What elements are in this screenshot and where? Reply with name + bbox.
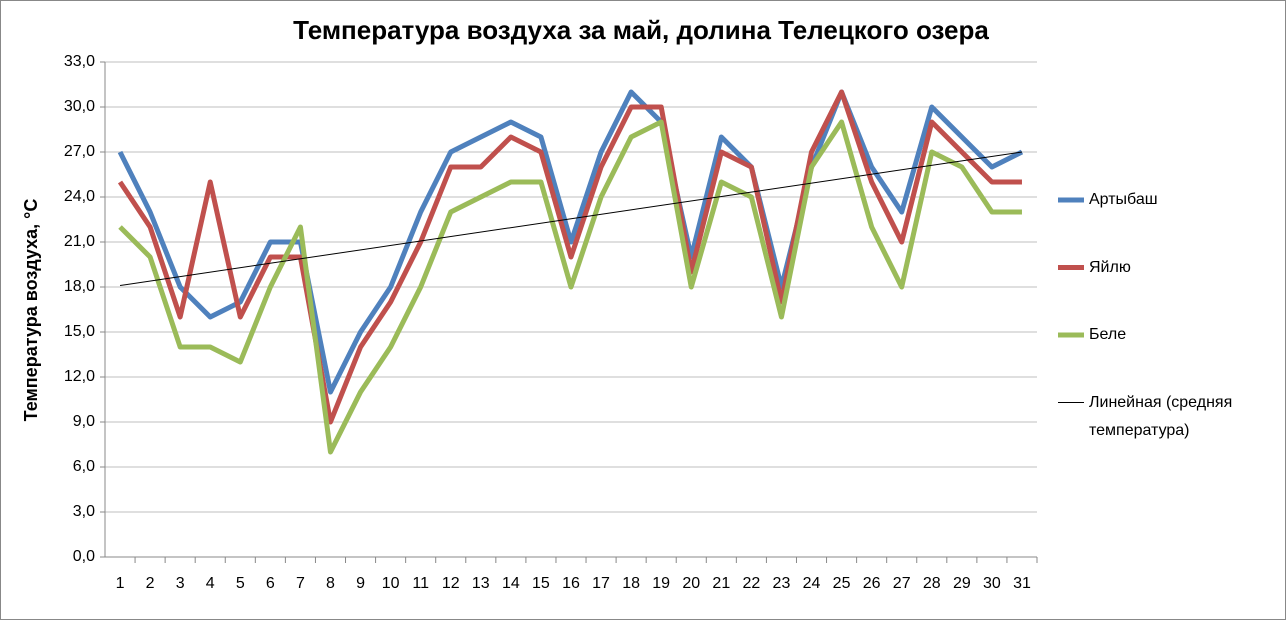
x-tick-label: 3 [176, 575, 185, 592]
x-tick-label: 25 [833, 575, 851, 592]
y-tick-label: 18,0 [64, 278, 95, 295]
x-tick-label: 9 [356, 575, 365, 592]
x-tick-label: 31 [1013, 575, 1031, 592]
y-axis-label: Температура воздуха, °С [21, 199, 41, 422]
y-tick-label: 30,0 [64, 98, 95, 115]
x-tick-label: 13 [472, 575, 490, 592]
x-tick-label: 27 [893, 575, 911, 592]
y-tick-label: 15,0 [64, 323, 95, 340]
y-tick-label: 6,0 [73, 458, 95, 475]
x-tick-label: 21 [712, 575, 730, 592]
x-tick-label: 12 [442, 575, 460, 592]
x-tick-label: 6 [266, 575, 275, 592]
x-tick-label: 22 [742, 575, 760, 592]
x-tick-label: 10 [382, 575, 400, 592]
trendline [119, 151, 1023, 286]
legend-label: Линейная (средняя температура) [1089, 393, 1233, 439]
x-tick-label: 17 [592, 575, 610, 592]
y-tick-label: 27,0 [64, 143, 95, 160]
x-tick-label: 14 [502, 575, 520, 592]
series-line [118, 119, 1022, 455]
x-tick-label: 4 [206, 575, 215, 592]
y-tick-label: 9,0 [73, 413, 95, 430]
x-tick-label: 1 [116, 575, 125, 592]
y-tick-label: 24,0 [64, 188, 95, 205]
x-tick-label: 7 [296, 575, 305, 592]
x-tick-label: 19 [652, 575, 670, 592]
legend-label: Артыбаш [1089, 191, 1158, 208]
x-tick-label: 28 [923, 575, 941, 592]
x-tick-label: 5 [236, 575, 245, 592]
x-tick-label: 18 [622, 575, 640, 592]
y-tick-label: 21,0 [64, 233, 95, 250]
series-line [117, 89, 1022, 425]
y-tick-label: 12,0 [64, 368, 95, 385]
x-tick-label: 16 [562, 575, 580, 592]
legend-label: Беле [1089, 326, 1127, 343]
chart-title: Температура воздуха за май, долина Телец… [293, 15, 989, 45]
x-tick-label: 2 [146, 575, 155, 592]
x-tick-label: 8 [326, 575, 335, 592]
x-tick-label: 15 [532, 575, 550, 592]
x-tick-label: 20 [682, 575, 700, 592]
y-tick-label: 33,0 [64, 53, 95, 70]
x-tick-label: 24 [803, 575, 821, 592]
y-tick-label: 3,0 [73, 503, 95, 520]
legend-label: Яйлю [1089, 258, 1131, 276]
y-tick-label: 0,0 [73, 548, 95, 565]
x-tick-label: 26 [863, 575, 881, 592]
x-tick-label: 30 [983, 575, 1001, 592]
x-tick-label: 11 [412, 575, 429, 592]
series-line [117, 89, 1024, 395]
x-tick-label: 29 [953, 575, 971, 592]
x-tick-label: 23 [773, 575, 791, 592]
